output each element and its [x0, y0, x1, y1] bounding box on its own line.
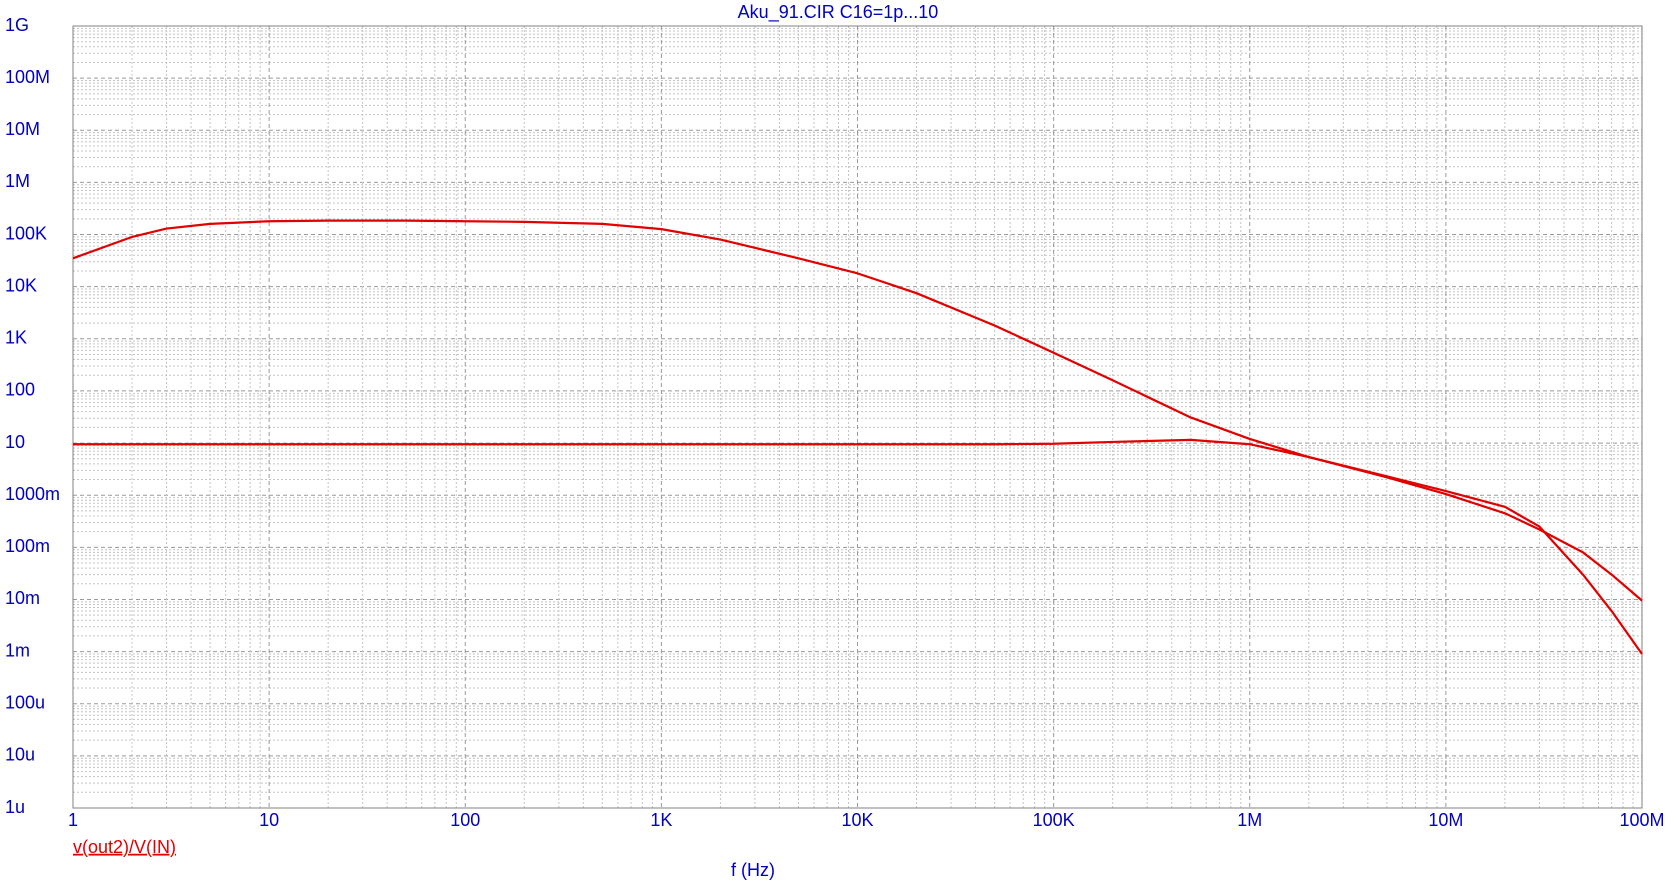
x-tick-label: 10M — [1428, 810, 1463, 830]
x-tick-label: 100M — [1619, 810, 1664, 830]
y-tick-label: 10m — [5, 588, 40, 608]
x-tick-label: 100 — [450, 810, 480, 830]
x-tick-label: 100K — [1033, 810, 1075, 830]
x-tick-label: 1K — [650, 810, 672, 830]
grid — [72, 25, 1643, 809]
y-tick-label: 100M — [5, 67, 50, 87]
x-tick-label: 1M — [1237, 810, 1262, 830]
y-tick-label: 10 — [5, 432, 25, 452]
y-tick-label: 1G — [5, 15, 29, 35]
x-tick-label: 10K — [841, 810, 873, 830]
chart-title: Aku_91.CIR C16=1p...10 — [738, 2, 939, 23]
y-tick-label: 10K — [5, 275, 37, 295]
series-line — [73, 438, 1643, 602]
y-tick-label: 100u — [5, 692, 45, 712]
y-tick-label: 100K — [5, 223, 47, 243]
y-tick-label: 10u — [5, 745, 35, 765]
y-tick-label: 1M — [5, 171, 30, 191]
x-axis-label: f (Hz) — [731, 860, 775, 880]
x-tick-label: 10 — [259, 810, 279, 830]
y-tick-label: 1K — [5, 328, 27, 348]
y-tick-label: 100m — [5, 536, 50, 556]
x-tick-label: 1 — [68, 810, 78, 830]
legend-entry: v(out2)/V(IN) — [73, 837, 176, 857]
y-tick-label: 10M — [5, 119, 40, 139]
y-tick-label: 1000m — [5, 484, 60, 504]
y-tick-label: 100 — [5, 380, 35, 400]
y-tick-label: 1u — [5, 797, 25, 817]
series-line — [72, 219, 1643, 655]
plot-frame — [72, 25, 1643, 809]
y-tick-label: 1m — [5, 640, 30, 660]
